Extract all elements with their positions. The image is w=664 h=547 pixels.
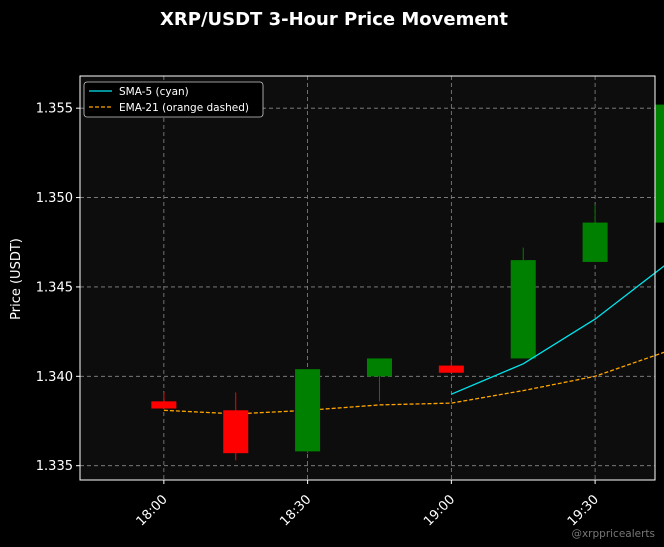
ema-series bbox=[163, 351, 664, 415]
plot-frame bbox=[79, 75, 656, 481]
sma-line bbox=[451, 265, 664, 395]
x-tick-label: 19:30 bbox=[565, 492, 602, 529]
candle-up bbox=[510, 260, 536, 359]
ema-line bbox=[163, 351, 664, 415]
chart-title: XRP/USDT 3-Hour Price Movement bbox=[160, 9, 508, 30]
candle-down bbox=[151, 401, 177, 409]
y-axis-label: Price (USDT) bbox=[9, 238, 24, 320]
candle-up bbox=[295, 369, 321, 452]
y-tick-label: 1.335 bbox=[36, 459, 73, 474]
x-tick-label: 19:00 bbox=[421, 492, 458, 529]
x-tick-label: 18:00 bbox=[134, 492, 171, 529]
sma-series bbox=[451, 265, 664, 395]
legend-box bbox=[83, 81, 264, 118]
candle-down bbox=[438, 365, 464, 373]
candle-up bbox=[582, 222, 608, 262]
candles bbox=[151, 104, 664, 461]
y-tick-label: 1.355 bbox=[36, 102, 73, 117]
legend: SMA-5 (cyan) EMA-21 (orange dashed) bbox=[83, 81, 264, 118]
candle-up bbox=[366, 358, 392, 377]
x-tick-label: 18:30 bbox=[277, 492, 314, 529]
legend-sma-label: SMA-5 (cyan) bbox=[119, 86, 189, 98]
watermark: @xrppricealerts bbox=[571, 528, 655, 540]
candle-up bbox=[654, 104, 664, 223]
y-tick-label: 1.345 bbox=[36, 280, 73, 295]
y-tick-label: 1.340 bbox=[36, 370, 73, 385]
candle-down bbox=[223, 410, 249, 454]
y-tick-label: 1.350 bbox=[36, 191, 73, 206]
plot-area bbox=[80, 76, 655, 480]
legend-ema-label: EMA-21 (orange dashed) bbox=[119, 102, 249, 114]
